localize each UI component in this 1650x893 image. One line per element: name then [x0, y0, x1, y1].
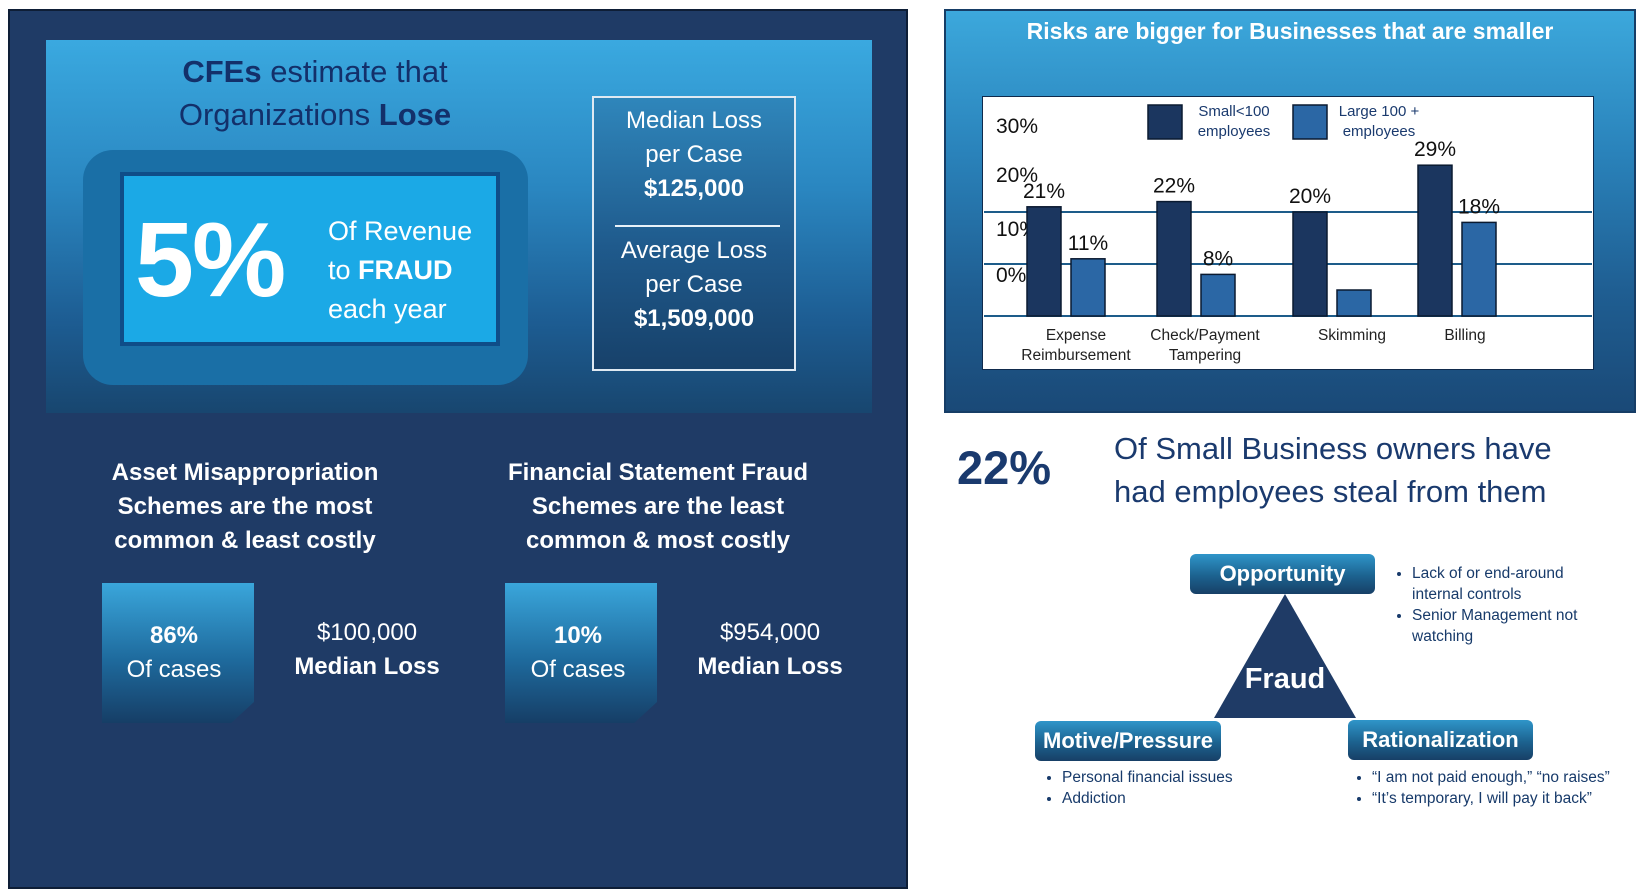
fsf-median: $954,000 Median Loss	[697, 619, 843, 680]
category-label: Tampering	[1169, 347, 1241, 364]
y-tick-label: 30%	[996, 115, 1038, 138]
bar-small	[1026, 206, 1062, 317]
rationalization-list: “I am not paid enough,” “no raises” “It’…	[1350, 767, 1610, 809]
data-label: 21%	[1023, 180, 1065, 203]
rationalization-item: “I am not paid enough,” “no raises”	[1372, 767, 1610, 788]
category-label: Expense	[1046, 327, 1106, 344]
fsf-heading: Financial Statement Fraud Schemes are th…	[507, 459, 809, 554]
cfe-title: CFEs estimate that Organizations Lose	[178, 54, 452, 132]
category-label: Billing	[1444, 327, 1485, 344]
opportunity-pill: Opportunity	[1190, 554, 1375, 594]
y-tick-label: 20%	[996, 164, 1038, 187]
loss-box	[592, 96, 796, 371]
motive-pill: Motive/Pressure	[1035, 721, 1221, 761]
chart-title: Risks are bigger for Businesses that are…	[1026, 18, 1554, 44]
asset-heading: Asset Misappropriation Schemes are the m…	[111, 459, 379, 554]
revenue-text: Of Revenue to FRAUD each year	[328, 216, 473, 324]
asset-card	[102, 583, 254, 723]
asset-median: $100,000 Median Loss	[294, 619, 440, 680]
data-label: 20%	[1289, 185, 1331, 208]
data-label: 11%	[1068, 232, 1108, 255]
stat-percent: 22%	[957, 441, 1052, 494]
category-label: Reimbursement	[1021, 347, 1131, 364]
bar-small	[1156, 200, 1192, 317]
triangle-label: Fraud	[1244, 663, 1326, 695]
motive-item: Addiction	[1062, 788, 1233, 809]
fsf-card-text: 10% Of cases	[530, 622, 626, 683]
loss-divider	[615, 225, 780, 227]
asset-card-text: 86% Of cases	[126, 622, 222, 683]
big-percent: 5%	[135, 201, 286, 319]
triangle-shape	[1214, 594, 1356, 718]
fraud-triangle	[1214, 594, 1356, 718]
bar-large	[1070, 258, 1106, 317]
rationalization-pill: Rationalization	[1348, 720, 1533, 760]
legend-label: employees	[1343, 123, 1416, 140]
legend-swatch	[1147, 104, 1183, 140]
data-label: 8%	[1203, 247, 1233, 270]
bar-large	[1461, 221, 1497, 317]
average-loss-label: Average Loss per Case $1,509,000	[620, 237, 768, 332]
data-label: 29%	[1414, 138, 1456, 161]
stat-text: Of Small Business owners have had employ…	[1114, 431, 1552, 509]
legend-label: Small<100	[1198, 103, 1269, 120]
fsf-card	[505, 583, 657, 723]
median-loss-label: Median Loss per Case $125,000	[625, 107, 763, 202]
percent-box	[120, 172, 500, 346]
category-label: Skimming	[1318, 327, 1386, 344]
bar-large	[1200, 273, 1236, 317]
category-label: Check/Payment	[1150, 327, 1260, 344]
bar-small	[1417, 164, 1453, 317]
bar-small	[1292, 211, 1328, 317]
motive-list: Personal financial issues Addiction	[1040, 767, 1233, 809]
bar-chart: 30%20%10%0%21% 22% 20%29%11%8%18%ExpenseRe…	[982, 96, 1594, 370]
y-tick-label: 0%	[996, 264, 1026, 287]
data-label: 18%	[1458, 195, 1500, 218]
motive-item: Personal financial issues	[1062, 767, 1233, 788]
bar-large	[1336, 289, 1372, 317]
legend-label: employees	[1198, 123, 1271, 140]
legend-label: Large 100 +	[1339, 103, 1420, 120]
data-label: 22%	[1153, 175, 1195, 198]
rationalization-item: “It’s temporary, I will pay it back”	[1372, 788, 1610, 809]
legend-swatch	[1292, 104, 1328, 140]
